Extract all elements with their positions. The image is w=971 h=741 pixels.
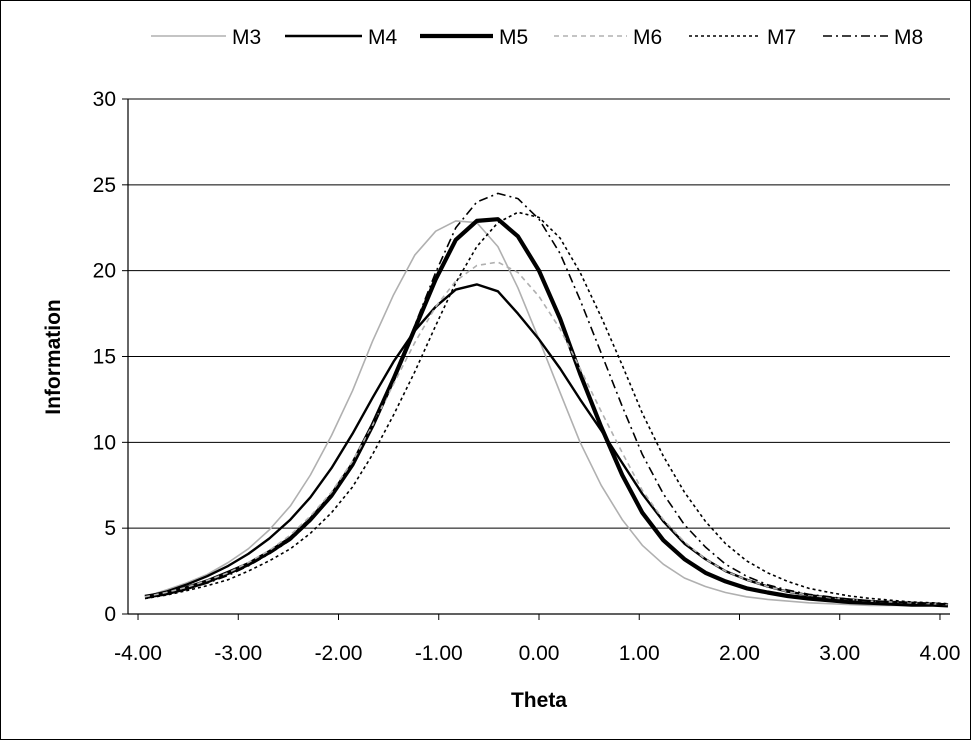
legend: M3 M4 M5 M6 M7 M8 bbox=[151, 26, 923, 49]
x-tick-label: 0.00 bbox=[519, 642, 560, 665]
series-line-m6 bbox=[144, 261, 949, 606]
axes: 0 5 10 15 20 25 30 -4.00 -3.00 -2.00 -1.00 0.00 1.00… bbox=[93, 88, 961, 665]
x-tick-label: -3.00 bbox=[214, 642, 262, 665]
series-line-m5 bbox=[144, 217, 949, 608]
y-tick-label: 25 bbox=[93, 174, 116, 197]
series-line-m8 bbox=[144, 192, 949, 606]
series-lines bbox=[144, 192, 949, 608]
y-tick-label: 15 bbox=[93, 346, 116, 369]
x-tick-label: -1.00 bbox=[415, 642, 463, 665]
x-tick-label: -4.00 bbox=[114, 642, 162, 665]
y-tick-label: 5 bbox=[104, 517, 116, 540]
legend-label-m5: M5 bbox=[499, 26, 528, 49]
x-tick-label: 4.00 bbox=[920, 642, 961, 665]
y-axis-title: Information bbox=[42, 299, 65, 415]
legend-label-m3: M3 bbox=[232, 26, 261, 49]
legend-label-m6: M6 bbox=[633, 26, 662, 49]
x-axis-title: Theta bbox=[511, 689, 567, 712]
x-tick-label: 2.00 bbox=[719, 642, 760, 665]
legend-label-m8: M8 bbox=[894, 26, 923, 49]
x-tick-label: 1.00 bbox=[619, 642, 660, 665]
legend-label-m4: M4 bbox=[368, 26, 397, 49]
legend-label-m7: M7 bbox=[767, 26, 796, 49]
x-tick-label: 3.00 bbox=[819, 642, 860, 665]
gridlines bbox=[128, 98, 950, 529]
series-line-m3 bbox=[144, 220, 948, 607]
y-tick-label: 0 bbox=[104, 603, 116, 626]
y-tick-label: 30 bbox=[93, 88, 116, 111]
y-tick-label: 20 bbox=[93, 260, 116, 283]
y-tick-label: 10 bbox=[93, 431, 116, 454]
series-line-m7 bbox=[144, 211, 949, 605]
x-tick-label: -2.00 bbox=[315, 642, 363, 665]
